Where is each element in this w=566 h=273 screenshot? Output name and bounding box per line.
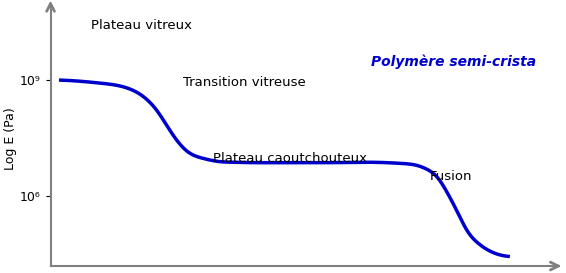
Text: Plateau vitreux: Plateau vitreux xyxy=(91,19,192,32)
Text: Plateau caoutchouteux: Plateau caoutchouteux xyxy=(213,152,367,165)
Text: Transition vitreuse: Transition vitreuse xyxy=(183,76,306,88)
Text: Fusion: Fusion xyxy=(430,170,472,183)
Text: Polymère semi-crista: Polymère semi-crista xyxy=(371,54,536,69)
Y-axis label: Log E (Pa): Log E (Pa) xyxy=(4,107,17,170)
